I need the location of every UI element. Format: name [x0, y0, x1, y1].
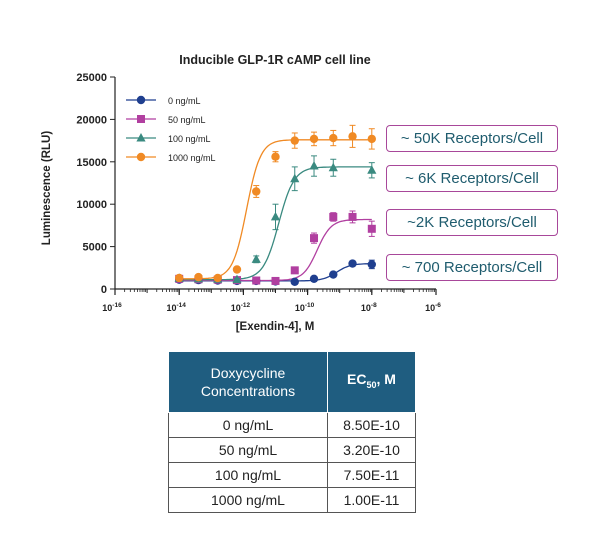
header-ec50-sub: 50	[366, 379, 377, 390]
data-point	[232, 274, 242, 284]
x-tick-label: 10-6	[425, 302, 441, 313]
data-point	[367, 224, 376, 233]
data-point	[309, 161, 319, 170]
data-point	[290, 136, 299, 145]
ec50-table: Doxycycline Concentrations EC50, M 0 ng/…	[168, 351, 416, 513]
x-tick-label: 10-16	[102, 302, 122, 313]
data-point	[251, 254, 261, 263]
data-point	[252, 276, 261, 285]
legend-marker	[136, 133, 146, 142]
data-point	[309, 274, 319, 284]
y-tick-label: 0	[101, 284, 107, 296]
row-ec50: 8.50E-10	[327, 412, 416, 438]
row-concentration: 1000 ng/mL	[168, 487, 328, 513]
chart-title: Inducible GLP-1R cAMP cell line	[179, 53, 371, 67]
legend-label: 100 ng/mL	[168, 134, 211, 144]
table-header-row: Doxycycline Concentrations EC50, M	[168, 351, 416, 413]
y-tick-label: 15000	[76, 157, 107, 169]
x-tick-label: 10-8	[361, 302, 377, 313]
annotation-2k: ~2K Receptors/Cell	[386, 209, 558, 236]
row-concentration: 50 ng/mL	[168, 437, 328, 463]
legend-marker	[137, 115, 145, 123]
data-point	[329, 270, 338, 279]
data-point	[271, 276, 280, 285]
header-ec50-tail: , M	[376, 371, 396, 388]
data-points	[174, 124, 377, 286]
table-row: 50 ng/mL 3.20E-10	[168, 437, 416, 463]
data-point	[309, 134, 319, 144]
row-concentration: 100 ng/mL	[168, 462, 328, 488]
chart: Inducible GLP-1R cAMP cell line Luminesc…	[41, 53, 441, 333]
legend-marker	[136, 95, 146, 105]
data-point	[290, 277, 299, 286]
row-ec50: 3.20E-10	[327, 437, 416, 463]
row-ec50: 7.50E-11	[327, 462, 416, 488]
data-point	[329, 212, 338, 221]
data-point	[348, 259, 357, 268]
legend-label: 0 ng/mL	[168, 96, 201, 106]
table-row: 100 ng/mL 7.50E-11	[168, 462, 416, 488]
data-point	[348, 132, 357, 141]
annotation-50k: ~ 50K Receptors/Cell	[386, 125, 558, 152]
y-axis-label: Luminescence (RLU)	[41, 131, 53, 246]
x-tick-label: 10-12	[231, 302, 251, 313]
data-point	[194, 272, 203, 282]
row-concentration: 0 ng/mL	[168, 412, 328, 438]
data-point	[348, 212, 357, 221]
y-tick-label: 10000	[76, 199, 107, 211]
axes: 0 5000 10000 15000 20000 25000 10-16 10-14 10-12…	[76, 72, 441, 313]
data-point	[310, 234, 319, 243]
data-point	[270, 211, 281, 221]
fit-curve	[179, 139, 372, 280]
table-row: 0 ng/mL 8.50E-10	[168, 412, 416, 438]
data-point	[329, 133, 338, 143]
y-tick-label: 25000	[76, 72, 107, 84]
fit-curve	[179, 166, 372, 281]
data-point	[175, 273, 184, 283]
data-point	[367, 165, 377, 174]
data-point	[271, 152, 280, 161]
table-row: 1000 ng/mL 1.00E-11	[168, 487, 416, 513]
legend-marker	[136, 152, 146, 162]
data-point	[232, 265, 242, 274]
legend-label: 1000 ng/mL	[168, 153, 216, 163]
data-point	[290, 266, 299, 275]
annotation-700: ~ 700 Receptors/Cell	[386, 254, 558, 281]
y-tick-label: 20000	[76, 114, 107, 126]
data-point	[367, 134, 376, 144]
header-ec50-main: EC	[347, 371, 367, 388]
x-tick-label: 10-14	[166, 302, 186, 313]
data-point	[252, 187, 261, 196]
header-doxycycline: Doxycycline Concentrations	[168, 351, 328, 413]
x-tick-label: 10-10	[295, 302, 315, 313]
row-ec50: 1.00E-11	[327, 487, 416, 513]
y-tick-label: 5000	[83, 242, 107, 254]
legend: 0 ng/mL 50 ng/mL 100 ng/mL 1000 ng/mL	[126, 95, 216, 163]
data-point	[328, 162, 338, 172]
data-point	[367, 260, 376, 269]
x-axis-label: [Exendin-4], M	[236, 321, 315, 333]
header-ec50: EC50, M	[327, 351, 416, 413]
data-point	[290, 173, 300, 183]
annotation-6k: ~ 6K Receptors/Cell	[386, 165, 558, 192]
data-point	[213, 273, 222, 283]
legend-label: 50 ng/mL	[168, 115, 206, 125]
